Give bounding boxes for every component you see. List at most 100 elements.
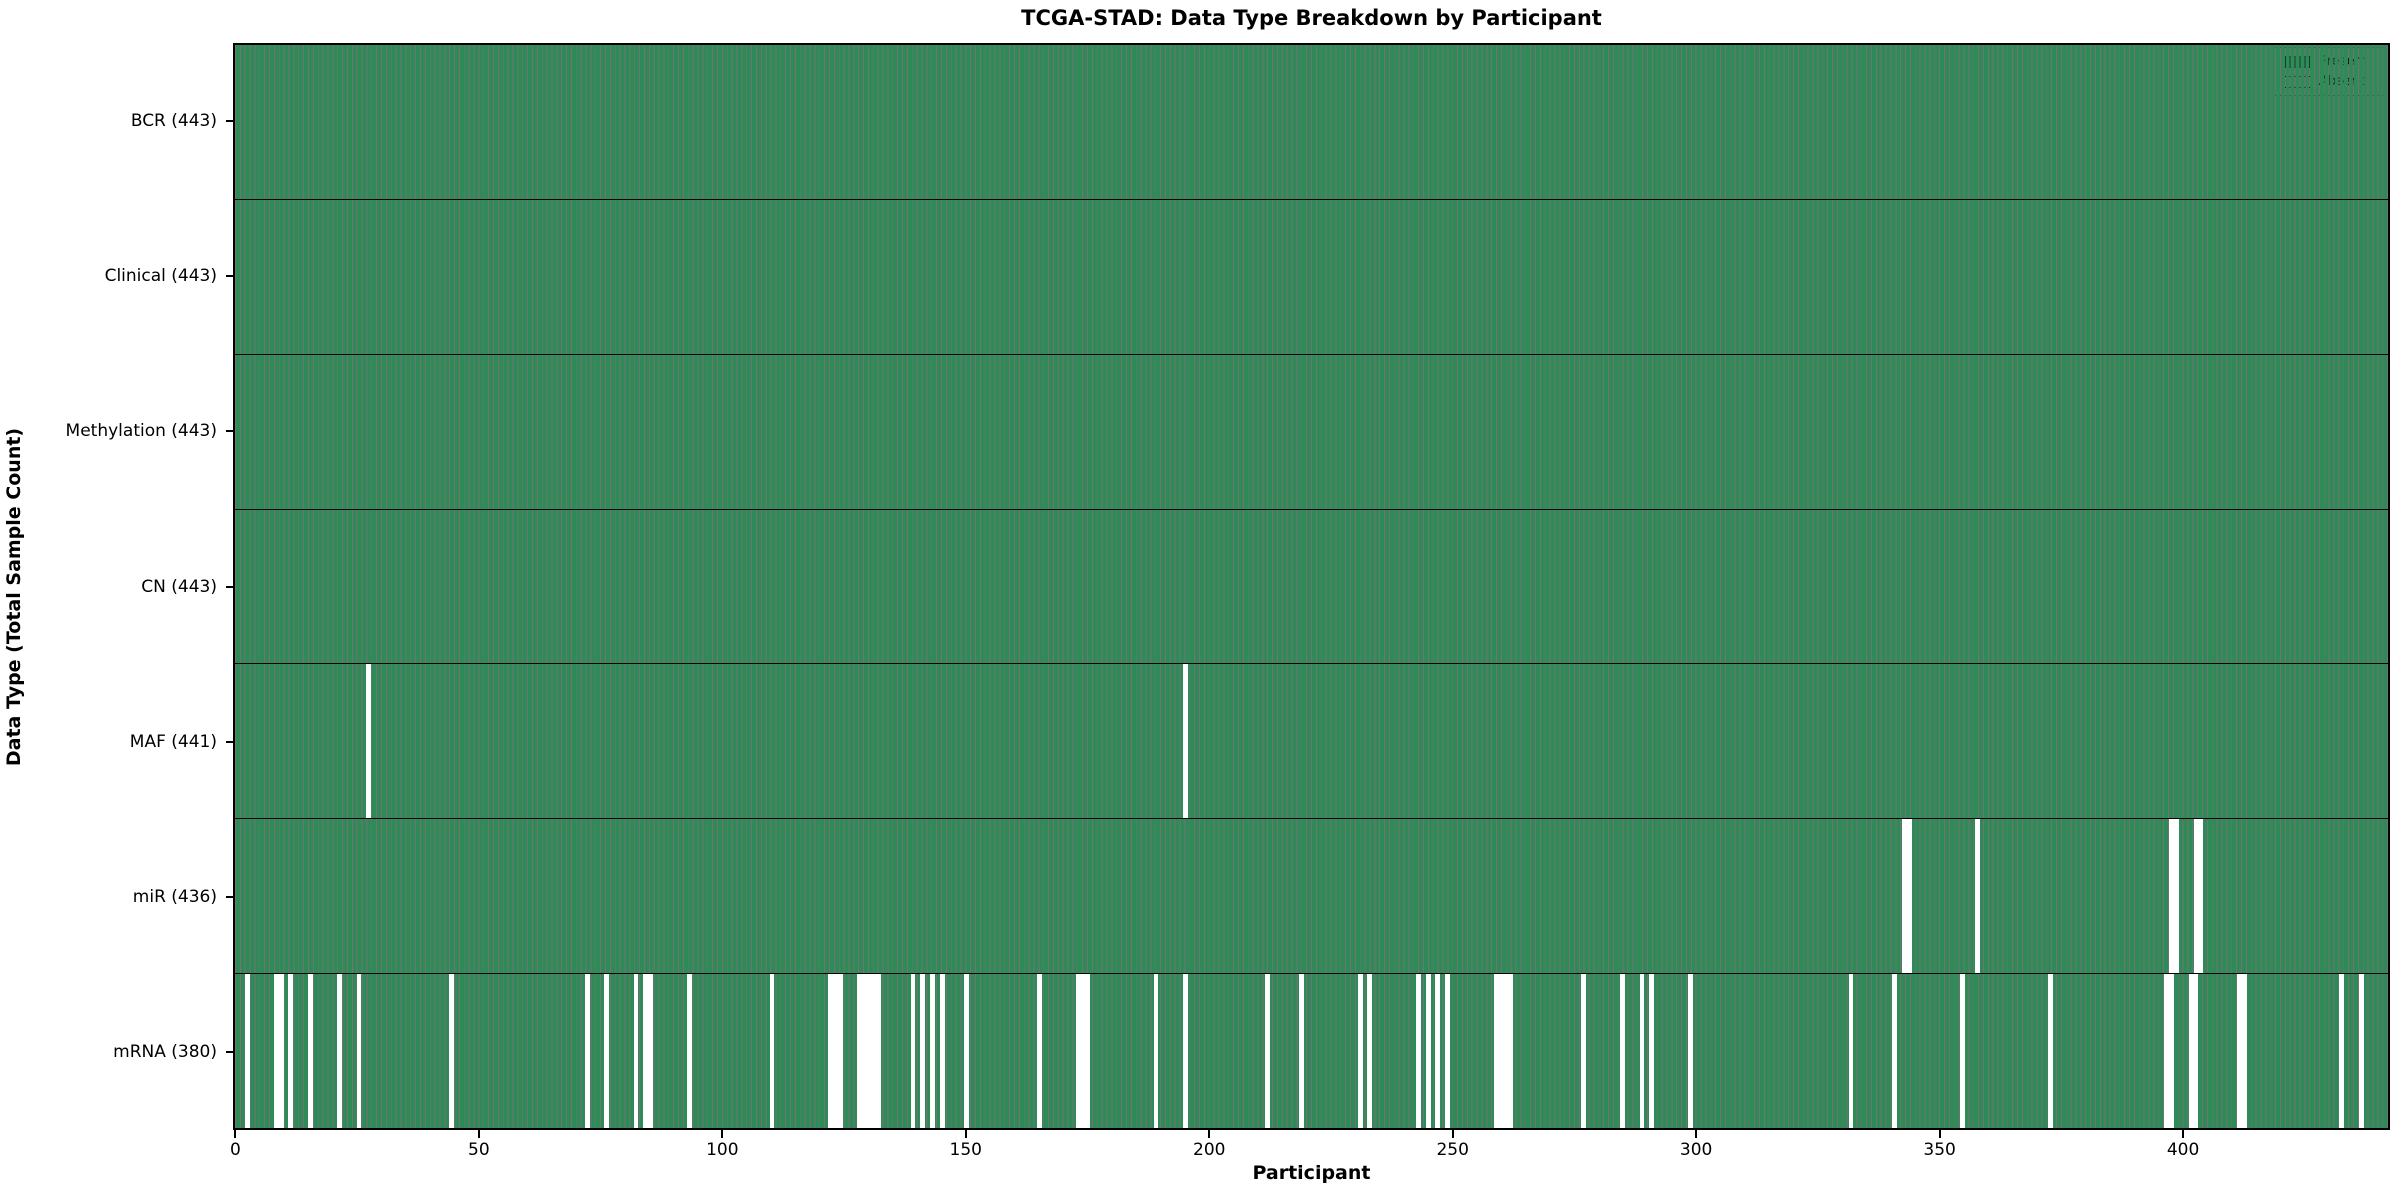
y-tick-label: MAF (441) — [129, 731, 217, 752]
y-tick-label: Methylation (443) — [65, 421, 217, 442]
x-axis-title: Participant — [1252, 1162, 1371, 1184]
y-tick-label: mRNA (380) — [113, 1042, 217, 1063]
absent-bar — [861, 974, 867, 1129]
absent-bar — [1892, 974, 1898, 1129]
absent-bar — [2188, 974, 2194, 1129]
absent-bar — [827, 974, 833, 1129]
x-tick-mark — [1938, 1130, 1941, 1138]
absent-bar — [2164, 974, 2170, 1129]
x-tick-label: 250 — [1436, 1140, 1469, 1160]
absent-bar — [448, 974, 454, 1129]
absent-bar — [1425, 974, 1431, 1129]
y-axis-title: Data Type (Total Sample Count) — [3, 259, 25, 766]
absent-bar — [1906, 819, 1912, 974]
y-tick-mark — [226, 430, 233, 433]
x-tick-mark — [721, 1130, 724, 1138]
absent-bar — [769, 974, 775, 1129]
absent-bar — [832, 974, 838, 1129]
absent-bar — [2193, 974, 2199, 1129]
y-tick-mark — [226, 119, 233, 122]
x-tick-label: 100 — [706, 1140, 739, 1160]
absent-bar — [2193, 819, 2199, 974]
absent-bar — [939, 974, 945, 1129]
absent-bar — [920, 974, 926, 1129]
absent-bar — [1075, 974, 1081, 1129]
absent-bar — [337, 974, 342, 1129]
absent-bar — [273, 974, 279, 1129]
absent-bar — [307, 974, 313, 1129]
absent-bar — [1265, 974, 1271, 1129]
row-mrna — [235, 973, 2388, 1129]
absent-bar — [1498, 974, 1504, 1129]
absent-bar — [1080, 974, 1086, 1129]
absent-bar — [633, 974, 639, 1129]
x-tick-label: 350 — [1923, 1140, 1956, 1160]
plot-area — [233, 43, 2390, 1130]
absent-bar — [866, 974, 872, 1129]
y-tick-mark — [226, 1051, 233, 1054]
y-tick-label: CN (443) — [141, 576, 217, 597]
absent-bar — [1649, 974, 1655, 1129]
row-methylation — [235, 353, 2388, 509]
absent-bar — [1688, 974, 1693, 1129]
absent-bar — [929, 974, 935, 1129]
absent-bar — [857, 974, 862, 1129]
x-tick-mark — [1695, 1130, 1698, 1138]
absent-bar — [964, 974, 969, 1129]
x-tick-mark — [234, 1130, 237, 1138]
absent-bar — [244, 974, 250, 1129]
absent-bar — [1620, 974, 1625, 1129]
absent-bar — [1182, 974, 1188, 1129]
row-cn — [235, 508, 2388, 664]
absent-bar — [2169, 974, 2175, 1129]
x-tick-mark — [1208, 1130, 1211, 1138]
absent-bar — [1639, 974, 1645, 1129]
absent-bar — [1503, 974, 1509, 1129]
absent-bar — [1445, 974, 1450, 1129]
absent-bar — [1960, 974, 1966, 1129]
absent-bar — [876, 974, 882, 1129]
absent-bar — [2242, 974, 2248, 1129]
absent-bar — [2198, 819, 2204, 974]
x-tick-mark — [2182, 1130, 2185, 1138]
absent-bar — [278, 974, 284, 1129]
absent-bar — [1974, 819, 1980, 974]
absent-bar — [1581, 974, 1587, 1129]
absent-bar — [1036, 974, 1042, 1129]
absent-bar — [288, 974, 294, 1129]
y-tick-label: BCR (443) — [130, 110, 217, 131]
absent-bar — [1357, 974, 1363, 1129]
absent-bar — [1848, 974, 1854, 1129]
y-axis-tick-labels: BCR (443) Clinical (443) Methylation (443)… — [0, 43, 233, 1130]
absent-bar — [648, 974, 653, 1129]
chart-title: TCGA-STAD: Data Type Breakdown by Partic… — [1021, 6, 1602, 30]
x-tick-label: 150 — [949, 1140, 983, 1160]
row-bcr — [235, 45, 2388, 199]
absent-bar — [1367, 974, 1373, 1129]
absent-bar — [1299, 974, 1305, 1129]
absent-bar — [1085, 974, 1091, 1129]
x-tick-label: 50 — [468, 1140, 490, 1160]
absent-bar — [1415, 974, 1421, 1129]
absent-bar — [910, 974, 916, 1129]
absent-bar — [1182, 664, 1188, 819]
y-tick-mark — [226, 740, 233, 743]
y-axis-title-text: Data Type (Total Sample Count) — [3, 427, 25, 767]
absent-bar — [2339, 974, 2345, 1129]
absent-bar — [1508, 974, 1514, 1129]
absent-bar — [366, 664, 372, 819]
row-maf — [235, 663, 2388, 819]
absent-bar — [871, 974, 877, 1129]
row-clinical — [235, 198, 2388, 354]
absent-bar — [686, 974, 692, 1129]
x-tick-label: 400 — [2166, 1140, 2200, 1160]
x-tick-label: 0 — [230, 1140, 241, 1160]
absent-bar — [2237, 974, 2243, 1129]
absent-bar — [604, 974, 610, 1129]
absent-bar — [2174, 819, 2180, 974]
x-tick-mark — [477, 1130, 480, 1138]
absent-bar — [1493, 974, 1499, 1129]
x-tick-label: 300 — [1679, 1140, 1713, 1160]
y-tick-mark — [226, 896, 233, 899]
y-tick-mark — [226, 274, 233, 277]
